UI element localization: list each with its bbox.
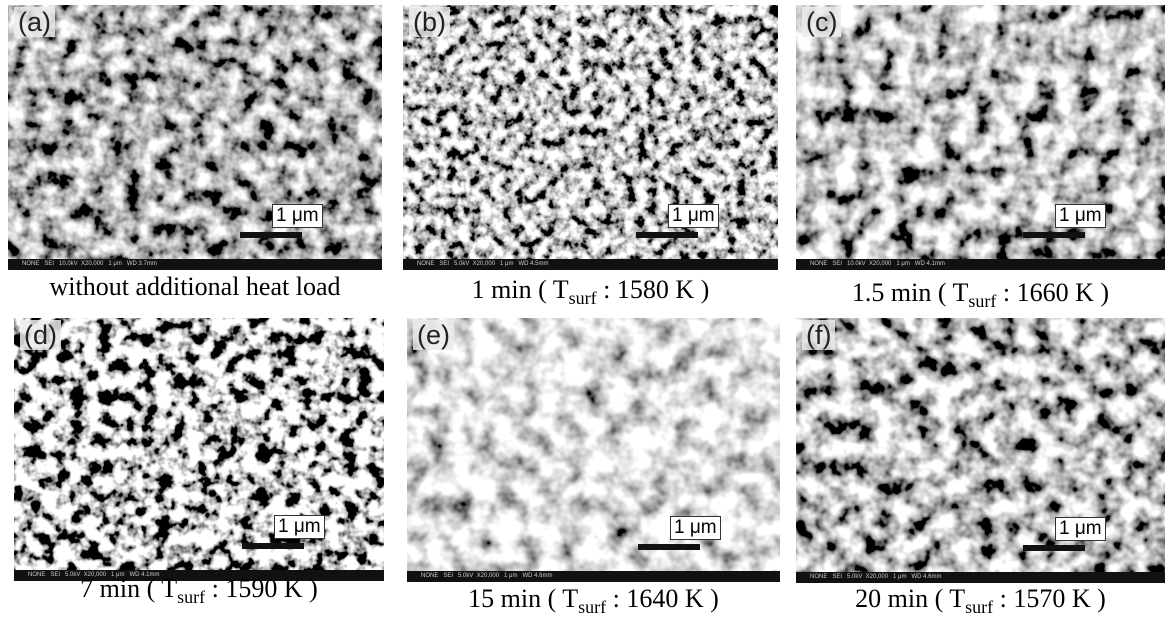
caption: 1.5 min ( Tsurf : 1660 K ) [795, 278, 1167, 312]
info-bar: NONE SEI 5.0kV X20,000 1 μm WD 4.6mm [796, 572, 1165, 583]
info-bar: NONE SEI 5.0kV X20,000 1 μm WD 4.5mm [403, 259, 778, 270]
caption: 7 min ( Tsurf : 1590 K ) [14, 574, 384, 608]
caption: without additional heat load [0, 272, 390, 302]
texture [796, 5, 1165, 270]
scale-label: 1 μm [668, 204, 719, 228]
texture [796, 318, 1165, 583]
scale-bar [240, 232, 302, 238]
panel-label: (f) [802, 320, 836, 350]
scale-bar [638, 544, 700, 550]
panel-label: (b) [409, 7, 450, 37]
sem-image: (d) 1 μm NONE SEI 5.0kV X20,000 1 μm WD 4.… [14, 318, 384, 581]
scale-bar [636, 232, 698, 238]
caption-text: 1 min ( T [471, 275, 569, 304]
texture [14, 318, 384, 581]
caption: 1 min ( Tsurf : 1580 K ) [401, 275, 781, 309]
sem-image: (b) 1 μm NONE SEI 5.0kV X20,000 1 μm WD 4.… [403, 5, 778, 270]
caption: 20 min ( Tsurf : 1570 K ) [795, 584, 1167, 618]
texture [8, 5, 382, 270]
caption-text: without additional heat load [49, 272, 341, 301]
scale-label: 1 μm [274, 515, 325, 539]
info-bar: NONE SEI 10.0kV X20,000 1 μm WD 4.1mm [796, 259, 1165, 270]
caption-subscript: surf [578, 597, 607, 618]
sem-image: (e) 1 μm NONE SEI 5.0kV X20,000 1 μm WD 4.… [407, 318, 780, 582]
caption-suffix: : 1640 K ) [606, 584, 719, 613]
caption-suffix: : 1570 K ) [993, 584, 1106, 613]
texture [403, 5, 778, 270]
panel-label: (e) [413, 320, 454, 350]
scale-bar [1023, 232, 1085, 238]
caption-suffix: : 1660 K ) [996, 278, 1110, 307]
caption-suffix: : 1580 K ) [596, 275, 710, 304]
scale-label: 1 μm [670, 516, 721, 540]
caption-subscript: surf [965, 597, 994, 618]
caption-subscript: surf [568, 288, 597, 309]
scale-label: 1 μm [1055, 517, 1106, 541]
sem-image: (f) 1 μm NONE SEI 5.0kV X20,000 1 μm WD 4.… [796, 318, 1165, 583]
caption-text: 20 min ( T [855, 584, 966, 613]
scale-bar [242, 543, 304, 549]
caption-text: 7 min ( T [80, 574, 178, 603]
panel-label: (c) [802, 7, 842, 37]
texture [407, 318, 780, 582]
scale-label: 1 μm [1055, 204, 1106, 228]
caption-subscript: surf [968, 291, 997, 312]
caption-suffix: : 1590 K ) [205, 574, 318, 603]
caption-subscript: surf [177, 587, 206, 608]
sem-image: (c) 1 μm NONE SEI 10.0kV X20,000 1 μm WD 4… [796, 5, 1165, 270]
scale-label: 1 μm [272, 204, 323, 228]
info-bar: NONE SEI 5.0kV X20,000 1 μm WD 4.1mm [14, 570, 384, 581]
scale-bar [1023, 545, 1085, 551]
info-bar: NONE SEI 5.0kV X20,000 1 μm WD 4.6mm [407, 571, 780, 582]
caption-text: 15 min ( T [468, 584, 579, 613]
caption-text: 1.5 min ( T [851, 278, 969, 307]
caption: 15 min ( Tsurf : 1640 K ) [404, 584, 784, 618]
sem-image: (a) 1 μm NONE SEI 10.0kV X20,000 1 μm WD 3… [8, 5, 382, 270]
panel-label: (d) [20, 320, 61, 350]
info-bar: NONE SEI 10.0kV X20,000 1 μm WD 3.7mm [8, 259, 382, 270]
panel-label: (a) [14, 7, 55, 37]
